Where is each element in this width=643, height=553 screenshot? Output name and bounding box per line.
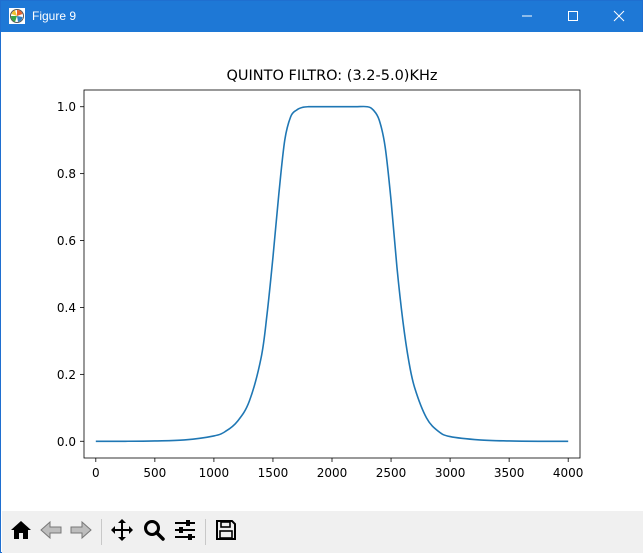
maximize-icon [567,7,579,26]
minimize-icon [521,7,533,26]
y-tick-label: 1.0 [57,100,76,114]
x-tick-label: 2500 [376,466,407,480]
axes-frame [83,89,581,459]
series-line [95,105,569,443]
x-tick-label: 1500 [258,466,289,480]
x-tick-label: 500 [143,466,166,480]
x-tick-label: 2000 [317,466,348,480]
x-tick-label: 1000 [199,466,230,480]
forward-arrow-icon [69,518,93,546]
home-icon [9,518,33,546]
line-chart: QUINTO FILTRO: (3.2-5.0)KHz 0 500 1000 1500 2… [57,68,584,480]
magnifier-icon [142,518,166,546]
y-tick-label: 0.6 [57,234,76,248]
y-tick-label: 0.8 [57,167,76,181]
home-button[interactable] [6,517,35,547]
title-bar[interactable]: Figure 9 [1,1,642,32]
sliders-icon [173,518,197,546]
toolbar-separator [101,519,102,545]
configure-subplots-button[interactable] [170,517,199,547]
maximize-button[interactable] [550,1,596,32]
x-tick-label: 3500 [494,466,525,480]
matplotlib-app-icon [9,8,25,24]
navigation-toolbar [2,511,643,553]
x-tick-label: 4000 [553,466,584,480]
forward-button[interactable] [66,517,95,547]
y-tick-label: 0.0 [57,435,76,449]
y-tick-label: 0.2 [57,368,76,382]
pan-arrows-icon [110,518,134,546]
save-button[interactable] [211,517,240,547]
x-tick-label: 3000 [435,466,466,480]
close-icon [613,7,625,26]
minimize-button[interactable] [504,1,550,32]
window-title: Figure 9 [32,9,77,23]
close-button[interactable] [596,1,642,32]
chart-title: QUINTO FILTRO: (3.2-5.0)KHz [226,68,437,84]
zoom-button[interactable] [139,517,168,547]
figure-canvas[interactable]: QUINTO FILTRO: (3.2-5.0)KHz 0 500 1000 1500 2… [2,32,643,511]
x-tick-label: 0 [92,466,100,480]
floppy-disk-icon [214,518,238,546]
back-arrow-icon [39,518,63,546]
y-tick-label: 0.4 [57,301,76,315]
toolbar-separator [205,519,206,545]
back-button[interactable] [36,517,65,547]
pan-button[interactable] [107,517,136,547]
